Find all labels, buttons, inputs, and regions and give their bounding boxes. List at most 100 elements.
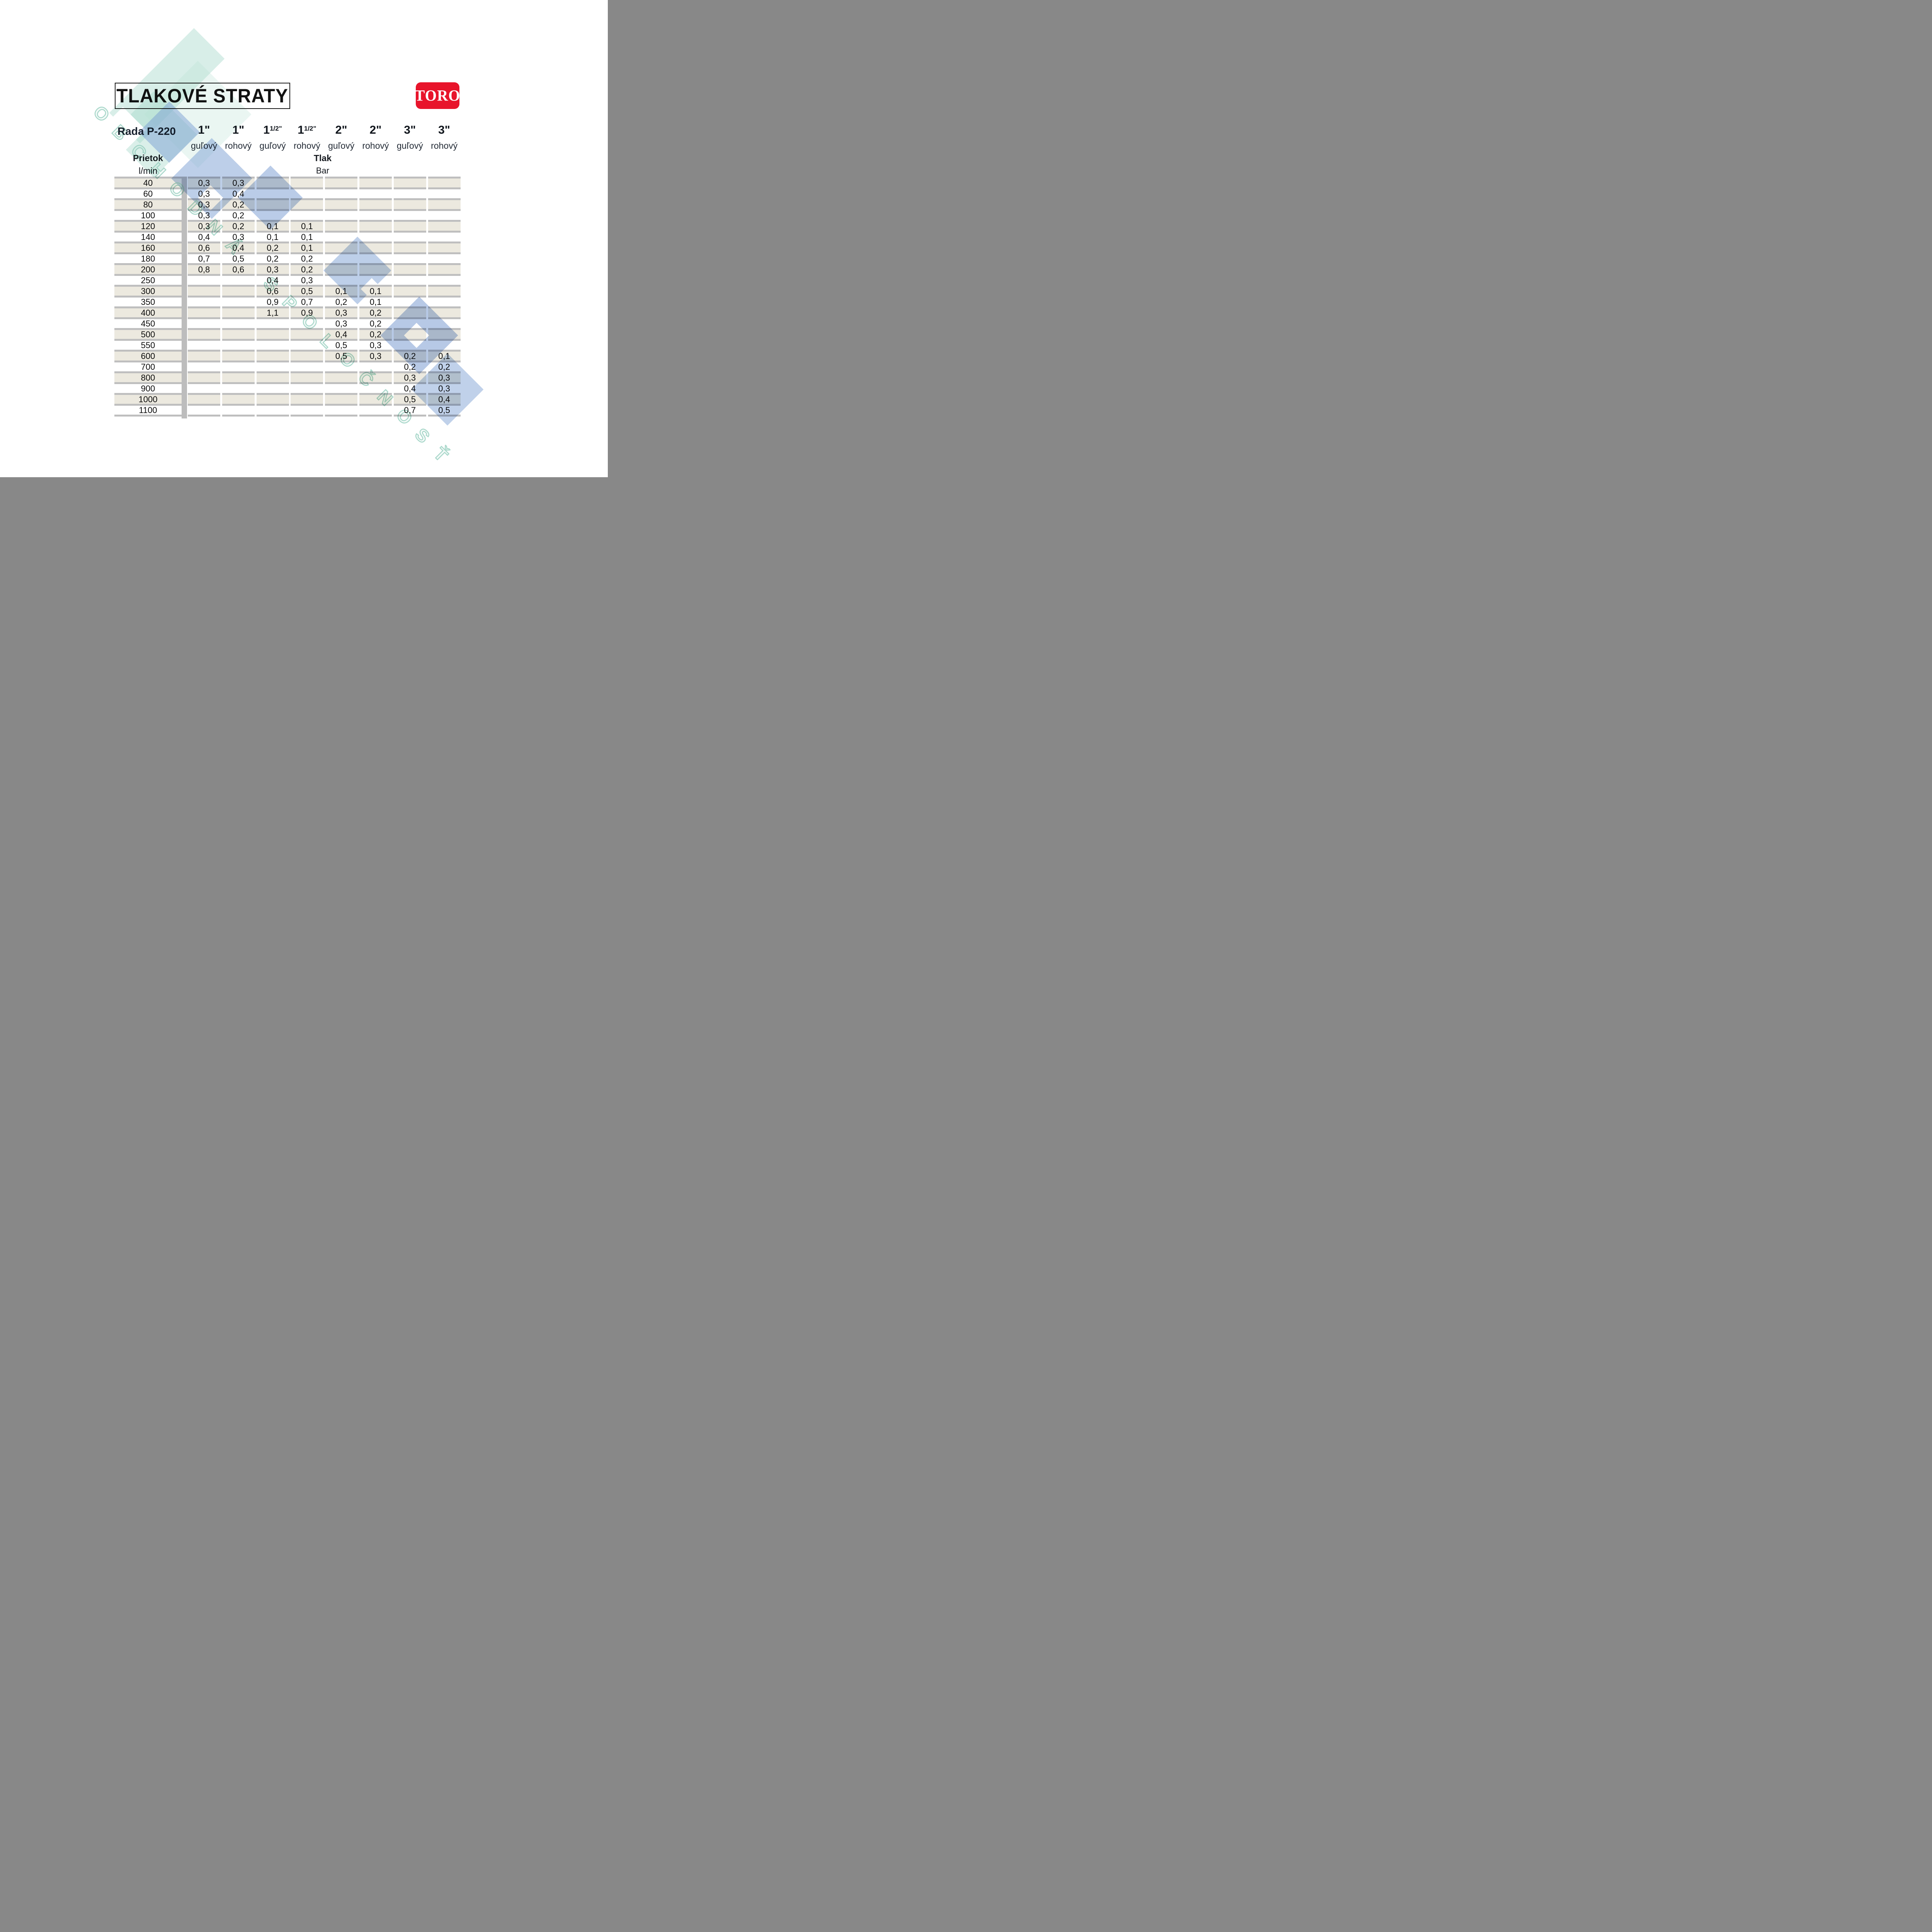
value-cell xyxy=(359,189,392,200)
flow-cell: 60 xyxy=(114,189,182,200)
value-cell xyxy=(291,341,323,352)
column-size-main: 1 xyxy=(263,124,270,137)
flow-cell: 800 xyxy=(114,373,182,384)
column-size-sup: 1/2" xyxy=(304,125,316,133)
value-cell xyxy=(188,373,220,384)
page-title: TLAKOVÉ STRATY xyxy=(117,85,289,107)
value-cell: 0,4 xyxy=(394,384,426,395)
pressure-header-label: Tlak xyxy=(289,152,356,164)
watermark-letter: Ť xyxy=(430,443,452,466)
table-row: 1400,40,30,10,1 xyxy=(114,233,461,243)
value-cell xyxy=(359,243,392,254)
table-row: 1600,60,40,20,1 xyxy=(114,243,461,254)
value-cell xyxy=(257,341,289,352)
table-row: 3500,90,70,20,1 xyxy=(114,298,461,308)
value-cell xyxy=(325,362,357,373)
value-cell xyxy=(291,373,323,384)
watermark-teal-diamond xyxy=(144,61,251,168)
value-cell xyxy=(394,233,426,243)
value-cell xyxy=(394,211,426,222)
value-cell: 0,4 xyxy=(325,330,357,341)
table-row: 1200,30,20,10,1 xyxy=(114,222,461,233)
title-box: TLAKOVÉ STRATY xyxy=(115,83,290,109)
table-row: 1000,30,2 xyxy=(114,211,461,222)
table-row: 5500,50,3 xyxy=(114,341,461,352)
column-size-header: 1" xyxy=(188,122,220,138)
flow-cell: 550 xyxy=(114,341,182,352)
value-cell xyxy=(428,233,461,243)
value-cell: 0,3 xyxy=(325,308,357,319)
value-cell: 0,2 xyxy=(291,265,323,276)
value-cell: 0,4 xyxy=(222,243,255,254)
flow-cell: 300 xyxy=(114,287,182,298)
value-cell: 0,3 xyxy=(188,179,220,189)
value-cell xyxy=(325,233,357,243)
value-cell xyxy=(325,406,357,417)
flow-cell: 1000 xyxy=(114,395,182,406)
value-cell xyxy=(188,352,220,362)
table-row: 8000,30,3 xyxy=(114,373,461,384)
value-cell xyxy=(291,406,323,417)
value-cell: 0,3 xyxy=(359,341,392,352)
value-cell: 0,5 xyxy=(222,254,255,265)
table-row: 1800,70,50,20,2 xyxy=(114,254,461,265)
value-cell xyxy=(359,276,392,287)
value-cell xyxy=(394,330,426,341)
value-cell: 0,7 xyxy=(394,406,426,417)
value-cell xyxy=(257,319,289,330)
value-cell: 0,6 xyxy=(257,287,289,298)
column-size-main: 2" xyxy=(370,124,382,137)
value-cell xyxy=(394,254,426,265)
value-cell xyxy=(222,319,255,330)
value-cell xyxy=(222,395,255,406)
value-cell xyxy=(291,200,323,211)
table-row: 800,30,2 xyxy=(114,200,461,211)
flow-cell: 160 xyxy=(114,243,182,254)
value-cell: 0,2 xyxy=(222,211,255,222)
value-cell xyxy=(359,265,392,276)
value-cell: 0,9 xyxy=(291,308,323,319)
value-cell xyxy=(428,319,461,330)
value-cell: 0,3 xyxy=(325,319,357,330)
column-size-sup: 1/2" xyxy=(270,125,282,133)
watermark-letter: S xyxy=(411,424,434,447)
value-cell xyxy=(257,395,289,406)
value-cell: 0,2 xyxy=(359,330,392,341)
toro-logo-text: TORO xyxy=(415,87,460,105)
value-cell: 0,1 xyxy=(359,298,392,308)
table-row: 600,30,4 xyxy=(114,189,461,200)
value-cell xyxy=(428,211,461,222)
value-cell xyxy=(325,179,357,189)
value-cell xyxy=(188,330,220,341)
value-cell: 1,1 xyxy=(257,308,289,319)
value-cell: 0,8 xyxy=(188,265,220,276)
column-size-main: 1" xyxy=(198,124,210,137)
value-cell: 0,7 xyxy=(188,254,220,265)
value-cell xyxy=(291,384,323,395)
flow-unit-label: l/min xyxy=(114,165,182,176)
value-cell: 0,2 xyxy=(394,352,426,362)
column-size-main: 1 xyxy=(298,124,304,137)
flow-cell: 1100 xyxy=(114,406,182,417)
value-cell xyxy=(428,189,461,200)
value-cell xyxy=(359,395,392,406)
flow-cell: 700 xyxy=(114,362,182,373)
value-cell xyxy=(188,362,220,373)
value-cell xyxy=(325,200,357,211)
value-cell: 0,3 xyxy=(257,265,289,276)
flow-cell: 250 xyxy=(114,276,182,287)
flow-cell: 100 xyxy=(114,211,182,222)
value-cell xyxy=(394,319,426,330)
value-cell xyxy=(188,308,220,319)
value-cell: 0,5 xyxy=(325,352,357,362)
value-cell: 0,1 xyxy=(359,287,392,298)
value-cell: 0,5 xyxy=(394,395,426,406)
value-cell xyxy=(291,189,323,200)
value-cell xyxy=(188,406,220,417)
value-cell xyxy=(394,298,426,308)
value-cell xyxy=(188,341,220,352)
table-row: 500 0,40,2 xyxy=(114,330,461,341)
flow-cell: 500 xyxy=(114,330,182,341)
value-cell: 0,1 xyxy=(325,287,357,298)
flow-cell: 600 xyxy=(114,352,182,362)
